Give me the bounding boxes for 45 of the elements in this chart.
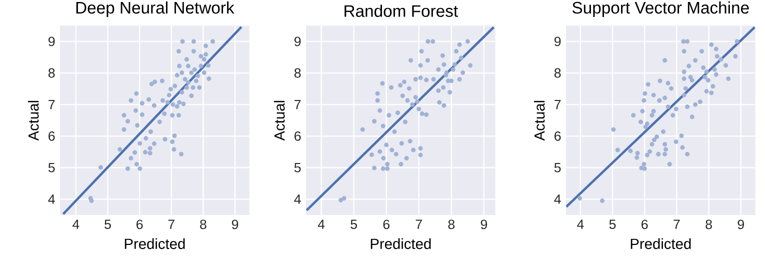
x-tick-label: 9 — [480, 220, 488, 230]
y-tick-label: 9 — [554, 36, 561, 46]
y-tick-label: 5 — [294, 163, 301, 172]
x-tick-label: 7 — [674, 220, 680, 229]
x-tick-label: 8 — [448, 220, 455, 230]
x-tick-label: 4 — [318, 220, 325, 229]
y-tick-label: 7 — [294, 100, 301, 110]
y-tick-label: 9 — [48, 36, 55, 46]
chart-title: Support Vector Machine — [572, 1, 749, 17]
y-tick-label: 5 — [554, 163, 561, 172]
x-tick-label: 9 — [738, 220, 744, 230]
chart-title: Random Forest — [344, 4, 458, 17]
y-axis-title: Actual — [274, 100, 285, 141]
y-tick-label: 7 — [48, 100, 55, 110]
y-axis-title: Actual — [534, 100, 545, 141]
y-tick-label: 4 — [294, 194, 301, 204]
y-tick-label: 6 — [48, 131, 55, 141]
x-tick-label: 4 — [72, 220, 80, 229]
y-tick-label: 5 — [48, 163, 55, 172]
x-tick-label: 6 — [642, 220, 648, 230]
y-tick-label: 6 — [294, 131, 301, 141]
x-tick-label: 5 — [609, 220, 616, 229]
y-tick-label: 4 — [48, 194, 55, 204]
y-tick-label: 8 — [294, 68, 301, 78]
x-tick-label: 8 — [706, 220, 712, 230]
x-axis-title: Predicted — [124, 238, 185, 250]
y-tick-label: 6 — [554, 131, 561, 141]
x-tick-label: 7 — [168, 220, 174, 229]
y-tick-label: 4 — [554, 194, 561, 204]
x-tick-label: 6 — [136, 220, 143, 230]
chart-title: Deep Neural Network — [76, 1, 234, 17]
x-axis-title: Predicted — [630, 238, 691, 250]
x-tick-label: 4 — [577, 220, 584, 229]
x-tick-label: 5 — [104, 220, 111, 229]
y-tick-label: 8 — [554, 68, 561, 78]
x-tick-label: 8 — [200, 220, 206, 230]
x-tick-label: 5 — [350, 220, 357, 229]
y-axis-title: Actual — [28, 100, 39, 141]
x-axis-title: Predicted — [370, 238, 431, 250]
x-tick-label: 7 — [416, 220, 422, 229]
y-tick-label: 8 — [48, 68, 55, 78]
y-tick-label: 9 — [294, 36, 301, 46]
y-tick-label: 7 — [554, 100, 561, 110]
x-tick-label: 6 — [383, 220, 390, 230]
x-tick-label: 9 — [232, 220, 238, 230]
